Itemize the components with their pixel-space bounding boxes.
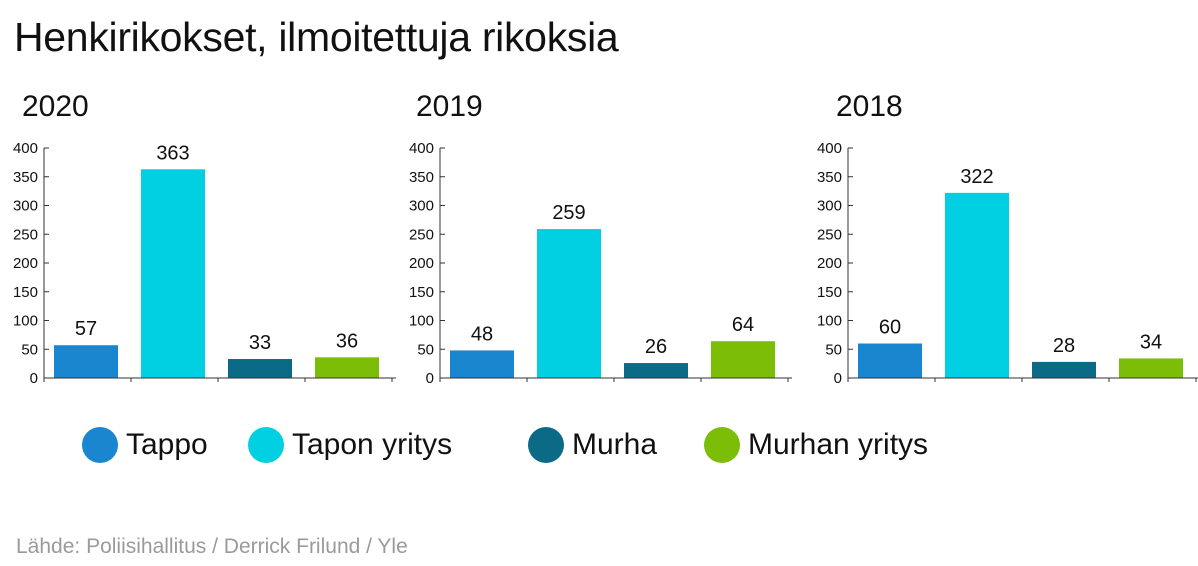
legend-item-tappo: Tappo	[82, 420, 208, 470]
bar-value-label: 259	[552, 202, 585, 224]
y-tick-label: 100	[13, 313, 38, 330]
y-tick-label: 200	[409, 255, 434, 272]
y-tick-label: 0	[426, 370, 434, 387]
chart-panel-2019: 2019 0 50 100 150 200 250 300 350 400 48 259 26 64	[409, 90, 792, 387]
bar-value-label: 322	[960, 166, 993, 188]
y-tick-label: 0	[834, 370, 842, 387]
y-tick-label: 250	[409, 226, 434, 243]
y-tick-label: 200	[817, 255, 842, 272]
y-tick-label: 50	[417, 341, 434, 358]
y-tick-label: 350	[817, 169, 842, 186]
y-tick-label: 150	[409, 284, 434, 301]
bar-tappo	[54, 345, 118, 378]
legend-swatch-murhan-yritys	[704, 427, 740, 463]
legend-swatch-tappo	[82, 427, 118, 463]
legend-swatch-tapon-yritys	[248, 427, 284, 463]
bar-tapon-yritys	[141, 169, 205, 378]
y-tick-label: 200	[13, 255, 38, 272]
y-tick-label: 150	[817, 284, 842, 301]
bar-murha	[228, 359, 292, 378]
y-tick-label: 50	[825, 341, 842, 358]
y-tick-label: 400	[817, 140, 842, 157]
chart-title: 2019	[416, 90, 483, 123]
bar-murhan-yritys	[1119, 358, 1183, 378]
bar-value-label: 33	[249, 332, 271, 354]
bar-value-label: 48	[471, 323, 493, 345]
bar-value-label: 64	[732, 314, 754, 336]
bar-murhan-yritys	[315, 357, 379, 378]
y-tick-label: 50	[21, 341, 38, 358]
bar-tapon-yritys	[945, 192, 1009, 378]
bar-value-label: 26	[645, 336, 667, 358]
page-title: Henkirikokset, ilmoitettuja rikoksia	[14, 14, 619, 60]
y-tick-label: 400	[13, 140, 38, 157]
legend-swatch-murha	[528, 427, 564, 463]
legend-label-murha: Murha	[572, 428, 658, 461]
bar-value-label: 28	[1053, 335, 1075, 357]
y-tick-label: 100	[817, 313, 842, 330]
y-tick-label: 300	[13, 198, 38, 215]
legend-label-tappo: Tappo	[126, 428, 208, 461]
bar-value-label: 34	[1140, 331, 1162, 353]
legend-label-murhan-yritys: Murhan yritys	[748, 428, 929, 461]
chart-panel-2020: 2020 0 50 100 150 200 250 300 350 400 57 363 33 36	[13, 90, 396, 387]
bar-value-label: 57	[75, 318, 97, 340]
y-tick-label: 400	[409, 140, 434, 157]
bar-value-label: 36	[336, 330, 358, 352]
y-tick-label: 0	[30, 370, 38, 387]
y-tick-label: 300	[817, 198, 842, 215]
chart-title: 2020	[22, 90, 89, 123]
y-tick-label: 250	[13, 226, 38, 243]
y-tick-label: 300	[409, 198, 434, 215]
y-tick-label: 150	[13, 284, 38, 301]
source-note: Lähde: Poliisihallitus / Derrick Frilund…	[16, 535, 408, 558]
y-tick-label: 350	[409, 169, 434, 186]
y-tick-label: 350	[13, 169, 38, 186]
bar-murha	[1032, 361, 1096, 378]
chart-title: 2018	[836, 90, 903, 123]
bar-tappo	[450, 350, 514, 378]
y-tick-label: 100	[409, 313, 434, 330]
bar-tapon-yritys	[537, 229, 601, 378]
legend: Tappo Tapon yritys Murha Murhan yritys	[0, 420, 1198, 470]
legend-item-tapon-yritys: Tapon yritys	[248, 420, 452, 470]
chart-panel-2018: 2018 0 50 100 150 200 250 300 350 400 60 322 28 34	[817, 90, 1198, 387]
bar-value-label: 363	[156, 142, 189, 164]
legend-item-murhan-yritys: Murhan yritys	[704, 420, 928, 470]
charts-svg: 2020 0 50 100 150 200 250 300 350 400 57 363 33 36 201…	[13, 90, 1198, 387]
bar-murha	[624, 363, 688, 378]
bar-tappo	[858, 343, 922, 378]
bar-murhan-yritys	[711, 341, 775, 378]
legend-label-tapon-yritys: Tapon yritys	[292, 428, 453, 461]
y-tick-label: 250	[817, 226, 842, 243]
bar-value-label: 60	[879, 317, 901, 339]
legend-item-murha: Murha	[528, 420, 657, 470]
